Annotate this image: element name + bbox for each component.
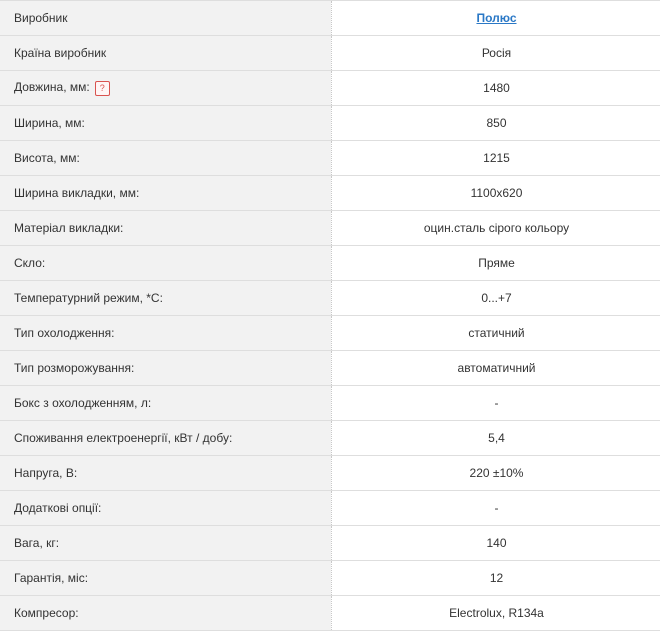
spec-row-height: Висота, мм: 1215 xyxy=(0,140,660,176)
spec-label: Тип розморожування: xyxy=(0,350,332,386)
spec-row-cooling-type: Тип охолодження: статичний xyxy=(0,315,660,351)
spec-row-country: Країна виробник Росія xyxy=(0,35,660,71)
spec-row-power-consumption: Споживання електроенергії, кВт / добу: 5… xyxy=(0,420,660,456)
spec-value: 850 xyxy=(331,105,660,141)
spec-label: Довжина, мм: xyxy=(14,80,90,95)
spec-label: Ширина викладки, мм: xyxy=(0,175,332,211)
spec-row-display-material: Матеріал викладки: оцин.сталь сірого кол… xyxy=(0,210,660,246)
spec-value: - xyxy=(331,385,660,421)
spec-value: 140 xyxy=(331,525,660,561)
spec-value: статичний xyxy=(331,315,660,351)
spec-label: Гарантія, міс: xyxy=(0,560,332,596)
spec-value: 0...+7 xyxy=(331,280,660,316)
spec-label: Тип охолодження: xyxy=(0,315,332,351)
spec-value: 220 ±10% xyxy=(331,455,660,491)
spec-row-voltage: Напруга, В: 220 ±10% xyxy=(0,455,660,491)
spec-label: Споживання електроенергії, кВт / добу: xyxy=(0,420,332,456)
spec-value: Пряме xyxy=(331,245,660,281)
spec-value: 12 xyxy=(331,560,660,596)
spec-row-compressor: Компресор: Electrolux, R134a xyxy=(0,595,660,631)
spec-label: Вага, кг: xyxy=(0,525,332,561)
spec-label-cell: Довжина, мм:? xyxy=(0,70,332,106)
help-icon[interactable]: ? xyxy=(94,80,110,96)
spec-value: - xyxy=(331,490,660,526)
spec-value: 1480 xyxy=(331,70,660,106)
spec-row-weight: Вага, кг: 140 xyxy=(0,525,660,561)
spec-label: Компресор: xyxy=(0,595,332,631)
spec-label: Напруга, В: xyxy=(0,455,332,491)
spec-label: Виробник xyxy=(0,0,332,36)
spec-value: 5,4 xyxy=(331,420,660,456)
spec-row-display-width: Ширина викладки, мм: 1100x620 xyxy=(0,175,660,211)
spec-value: 1100x620 xyxy=(331,175,660,211)
spec-label: Температурний режим, *С: xyxy=(0,280,332,316)
spec-value: Electrolux, R134a xyxy=(331,595,660,631)
spec-row-manufacturer: Виробник Полюс xyxy=(0,0,660,36)
spec-value: оцин.сталь сірого кольору xyxy=(331,210,660,246)
spec-row-warranty: Гарантія, міс: 12 xyxy=(0,560,660,596)
spec-label: Висота, мм: xyxy=(0,140,332,176)
manufacturer-link[interactable]: Полюс xyxy=(476,11,517,25)
spec-value: 1215 xyxy=(331,140,660,176)
spec-value: Росія xyxy=(331,35,660,71)
spec-value-cell: Полюс xyxy=(331,0,660,36)
spec-row-length: Довжина, мм:? 1480 xyxy=(0,70,660,106)
spec-label: Країна виробник xyxy=(0,35,332,71)
spec-row-temperature: Температурний режим, *С: 0...+7 xyxy=(0,280,660,316)
spec-row-glass: Скло: Пряме xyxy=(0,245,660,281)
spec-label: Бокс з охолодженням, л: xyxy=(0,385,332,421)
spec-label: Скло: xyxy=(0,245,332,281)
spec-row-extra-options: Додаткові опції: - xyxy=(0,490,660,526)
spec-label: Матеріал викладки: xyxy=(0,210,332,246)
spec-label: Ширина, мм: xyxy=(0,105,332,141)
spec-row-defrost-type: Тип розморожування: автоматичний xyxy=(0,350,660,386)
spec-value: автоматичний xyxy=(331,350,660,386)
spec-row-cooled-box: Бокс з охолодженням, л: - xyxy=(0,385,660,421)
spec-row-width: Ширина, мм: 850 xyxy=(0,105,660,141)
spec-label: Додаткові опції: xyxy=(0,490,332,526)
